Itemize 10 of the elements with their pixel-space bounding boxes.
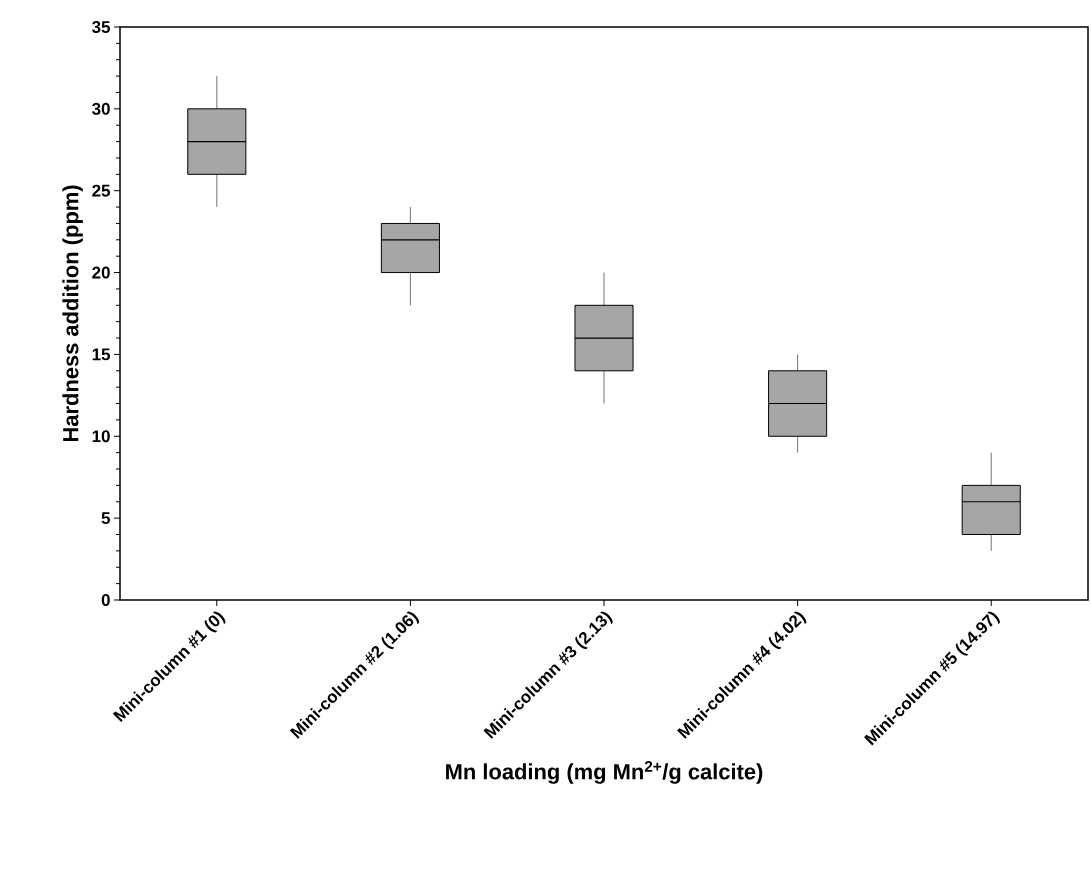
y-tick-label: 10	[92, 430, 110, 443]
y-tick-label: 35	[92, 20, 111, 33]
y-tick-label: 30	[92, 102, 110, 115]
y-axis-title: Hardness addition (ppm)	[62, 185, 83, 442]
y-tick-label: 5	[101, 512, 111, 525]
y-tick-label: 0	[101, 593, 110, 606]
x-axis-title: Mn loading (mg Mn$^{2+}$/g calcite)	[446, 761, 763, 784]
y-tick-label: 15	[92, 348, 111, 361]
y-tick-label: 25	[92, 184, 111, 197]
y-tick-label: 20	[92, 266, 110, 279]
